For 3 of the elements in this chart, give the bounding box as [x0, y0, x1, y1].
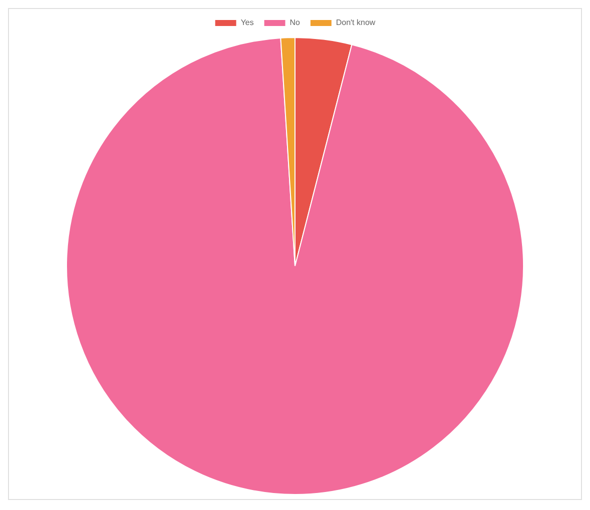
legend-label: Don't know	[336, 18, 376, 28]
legend-label: No	[290, 18, 301, 28]
legend-label: Yes	[240, 18, 254, 28]
